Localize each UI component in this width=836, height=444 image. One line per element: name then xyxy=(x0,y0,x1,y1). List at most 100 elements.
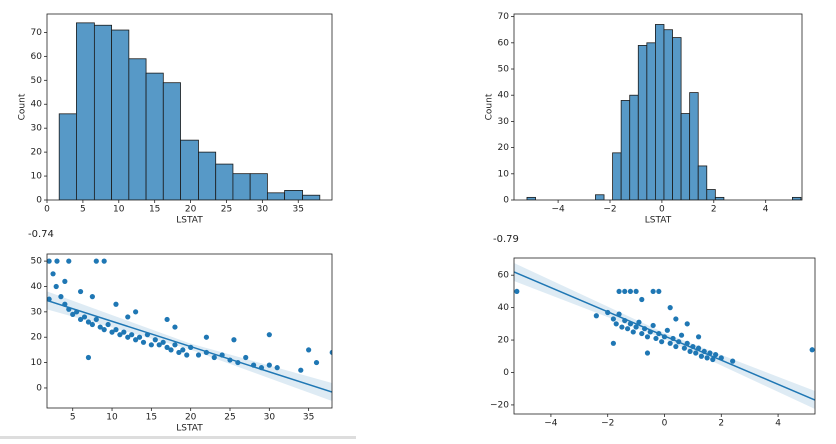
scatter-point xyxy=(619,324,625,330)
scatter-point xyxy=(180,347,186,353)
scatter-point xyxy=(664,327,670,333)
y-tick-label: 0 xyxy=(503,368,509,378)
scatter-point xyxy=(121,329,127,335)
x-tick-label: −4 xyxy=(544,419,558,429)
bar xyxy=(646,42,656,200)
scatter-point xyxy=(673,316,679,322)
scatter-point xyxy=(168,347,174,353)
scatter-point xyxy=(693,350,699,356)
bar xyxy=(637,45,648,200)
scatter-point xyxy=(613,321,619,327)
scatter-point xyxy=(89,321,95,328)
scatter-point xyxy=(113,327,119,333)
scatter-point xyxy=(47,258,52,264)
bar xyxy=(302,194,321,200)
scatter-point xyxy=(627,288,634,295)
scatter-point xyxy=(125,314,131,320)
y-tick-label: 20 xyxy=(498,336,510,346)
scatter-point xyxy=(50,271,56,277)
scatter-point xyxy=(704,355,710,361)
scatter-point xyxy=(70,311,76,317)
scatter-point xyxy=(624,326,631,332)
scatter-point xyxy=(101,327,107,333)
x-tick-label: −2 xyxy=(603,205,616,215)
y-axis-label: Count xyxy=(485,93,495,120)
scatter-point xyxy=(97,324,103,330)
x-tick-label: 4 xyxy=(763,205,769,215)
scatter-point xyxy=(164,316,170,323)
scatter-point xyxy=(610,340,616,346)
scatter-point xyxy=(650,322,656,329)
scatter-point xyxy=(650,288,656,295)
y-tick-label: 20 xyxy=(31,333,43,343)
y-tick-label: 40 xyxy=(498,91,510,101)
bar xyxy=(145,72,164,200)
x-tick-label: 35 xyxy=(293,205,304,215)
scatter-point xyxy=(809,347,815,353)
scatter-point xyxy=(698,353,705,359)
y-tick-label: 50 xyxy=(498,65,510,75)
scatter-point xyxy=(54,258,60,264)
x-tick-label: −4 xyxy=(551,205,565,215)
bar xyxy=(58,113,77,200)
y-tick-label: 40 xyxy=(31,282,43,292)
bar xyxy=(706,189,716,200)
scatter-point xyxy=(673,343,679,350)
scatter-point xyxy=(109,329,115,335)
scatter-point xyxy=(140,339,147,345)
regression-line xyxy=(514,271,815,401)
y-tick-label: 50 xyxy=(31,76,43,86)
bar xyxy=(663,29,673,200)
scatter-point xyxy=(195,352,202,358)
scatter-point xyxy=(77,288,84,295)
bar xyxy=(128,58,147,200)
x-tick-label: 10 xyxy=(106,413,118,423)
scatter-point xyxy=(117,332,123,338)
scatter-point xyxy=(89,294,95,300)
scatter-point xyxy=(77,316,84,323)
scatter-point xyxy=(639,330,645,337)
y-tick-label: 0 xyxy=(36,196,42,206)
scatter-point xyxy=(710,356,716,363)
scatter-point xyxy=(58,294,64,300)
scatter-point xyxy=(298,367,304,373)
y-tick-label: 60 xyxy=(498,38,510,48)
x-tick-label: 30 xyxy=(264,413,276,423)
x-tick-label: 4 xyxy=(775,419,781,429)
x-axis-label: LSTAT xyxy=(176,216,203,226)
scatter-point xyxy=(152,337,158,343)
y-tick-label: 60 xyxy=(31,52,43,62)
x-tick-label: 5 xyxy=(80,205,86,215)
scatter-point xyxy=(610,316,616,322)
correlation-output: -0.74 xyxy=(28,229,54,240)
bar xyxy=(672,37,682,200)
scatter-point xyxy=(136,334,143,340)
scatter-point xyxy=(81,314,88,320)
bar xyxy=(180,139,199,200)
bar xyxy=(198,151,217,200)
scatter-point xyxy=(172,324,178,330)
scatter-point xyxy=(231,337,237,343)
scatter-point xyxy=(85,354,92,361)
scatter-point xyxy=(164,344,170,350)
bar xyxy=(689,92,699,200)
x-tick-label: 35 xyxy=(303,413,314,423)
y-tick-label: 20 xyxy=(31,148,43,158)
scatter-point xyxy=(313,359,320,366)
correlation-output: -0.79 xyxy=(493,234,519,245)
scatter-point xyxy=(93,258,99,264)
y-tick-label: 10 xyxy=(31,172,43,182)
scatter-point xyxy=(656,288,662,295)
y-tick-label: 50 xyxy=(31,257,43,267)
x-tick-label: 25 xyxy=(224,413,235,423)
scatter-point xyxy=(85,319,92,325)
x-tick-label: −2 xyxy=(601,419,614,429)
scatter-point xyxy=(630,329,636,335)
scatter-point xyxy=(633,324,639,330)
y-tick-label: 40 xyxy=(498,303,510,313)
scatter-point xyxy=(681,345,687,351)
bar xyxy=(93,24,113,200)
scatter-point xyxy=(62,278,68,285)
scatter-point xyxy=(622,288,628,295)
